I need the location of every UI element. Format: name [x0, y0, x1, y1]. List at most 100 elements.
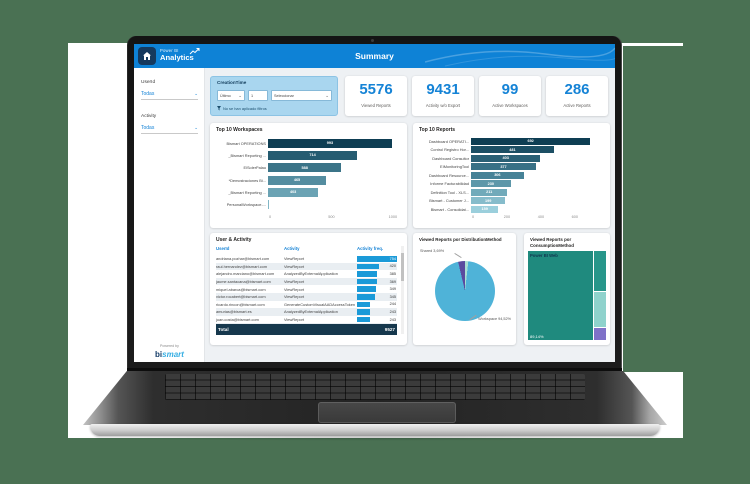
freq-value: 243 [389, 309, 396, 314]
filter-note: No se han aplicado filtros [217, 106, 267, 111]
cell-userid: jaume.santacana@bismart.com [216, 279, 271, 285]
treemap: Power BI Web 89,14% [528, 251, 606, 340]
cell-activity: AnalyzedByExternalApplication [284, 271, 338, 277]
table-row[interactable]: andriana.pozhar@bismart.com ViewReport 754 [216, 255, 397, 263]
treemap-block[interactable] [594, 292, 606, 327]
bar[interactable]: 159 [471, 205, 499, 213]
bar[interactable]: 403 [471, 154, 541, 162]
trend-icon [189, 48, 200, 55]
bar-value: 211 [486, 190, 493, 195]
axis-tick: 0 [268, 215, 272, 219]
bar-row: Control Registro Hor... 481 [419, 146, 602, 155]
home-icon[interactable] [138, 47, 156, 65]
pie-chart[interactable] [435, 261, 495, 321]
cell-activity-freq: 349 [357, 285, 397, 293]
userid-dropdown-value: Todas [141, 91, 155, 97]
bar[interactable]: 588 [268, 163, 342, 173]
bar[interactable]: 377 [471, 163, 536, 171]
filter-icon [217, 106, 221, 111]
bar-value: 692 [527, 139, 534, 144]
table-row[interactable]: juan.costa@bismart.com ViewReport 243 [216, 316, 397, 324]
card-title: Viewed Reports por ConsumptionMethod [530, 237, 574, 248]
bar-area: 692 [471, 137, 602, 145]
scrollbar[interactable] [401, 246, 404, 334]
bar[interactable]: 465 [268, 175, 326, 185]
column-header-activity-freq[interactable]: Activity freq. [357, 246, 384, 251]
bar-area: 465 [268, 175, 399, 185]
card-title: Top 10 Workspaces [216, 127, 263, 133]
bar[interactable]: 306 [471, 171, 524, 179]
bar-label: Bismart - Consolidat... [430, 206, 469, 212]
bismart-logo: bismart [155, 350, 184, 359]
consumption-method-card: Viewed Reports por ConsumptionMethod Pow… [524, 233, 610, 345]
keyboard [165, 374, 585, 400]
treemap-block[interactable] [594, 327, 606, 340]
bar-area: 588 [268, 163, 399, 173]
bar-label: Informe Facturabilidad [430, 181, 469, 187]
brand-analytics: Analytics [160, 53, 194, 62]
period-dropdown[interactable]: Último ⌄ [217, 90, 245, 101]
activity-dropdown-value: Todas [141, 125, 155, 131]
bar[interactable]: 692 [471, 137, 591, 145]
bar[interactable]: 211 [471, 188, 508, 196]
bar-label: EIMonitoringTool [440, 164, 469, 170]
cell-userid: raul.hernandez@bismart.com [216, 263, 268, 269]
table-row[interactable]: alejandro.marciano@bismart.com AnalyzedBy… [216, 270, 397, 278]
bar-value: 588 [301, 165, 308, 170]
leader-line [454, 252, 462, 259]
laptop-hinge [127, 368, 622, 372]
bar-row: EIMonitoringTool 377 [419, 163, 602, 172]
freq-bar [357, 271, 378, 277]
treemap-block[interactable] [594, 251, 606, 292]
table-row[interactable]: raul.hernandez@bismart.com ViewReport 420 [216, 262, 397, 271]
cell-userid: alejandro.marciano@bismart.com [216, 271, 275, 277]
bar[interactable]: 993 [268, 138, 392, 148]
bar[interactable]: 230 [471, 180, 511, 188]
bar-label: PersonalWorkspace-... [226, 202, 266, 208]
trackpad [318, 402, 456, 423]
cell-userid: victor.rocabert@bismart.com [216, 294, 266, 300]
freq-value: 385 [389, 271, 396, 276]
bar-label: Control Registro Hor... [430, 147, 470, 153]
bar-row: Bismart - Customer J... 199 [419, 197, 602, 206]
bar-label: Bismart - Customer J... [429, 198, 469, 204]
bar[interactable]: 403 [268, 187, 319, 197]
bar-row: Dashboard Consultor 403 [419, 154, 602, 163]
cell-activity-freq: 754 [357, 255, 397, 263]
sidebar: UserId Todas ⌄ Activity Todas ⌄ Powered … [134, 68, 205, 362]
table-row[interactable]: jaume.santacana@bismart.com ViewReport 369 [216, 277, 397, 286]
header-wave-decoration [425, 47, 615, 67]
column-header-activity[interactable]: Activity [284, 246, 300, 251]
freq-bar [357, 278, 377, 285]
scrollbar-thumb[interactable] [401, 253, 404, 282]
card-title: Viewed Reports por DistributionMethod [419, 237, 502, 242]
bar-label: Dashboard OPERATI... [428, 138, 469, 144]
period-input[interactable]: 1 [248, 90, 268, 101]
table-row[interactable]: amurias@bismart.es AnalyzedByExternalAppl… [216, 308, 397, 316]
table-row[interactable]: miquel.abarca@bismart.com ViewReport 349 [216, 285, 397, 293]
bar-area [268, 200, 399, 210]
axis-tick: 600 [571, 215, 578, 219]
bar[interactable]: 199 [471, 197, 506, 205]
kpi-value: 286 [564, 81, 590, 98]
table-row[interactable]: victor.rocabert@bismart.com ViewReport 345 [216, 292, 397, 301]
bar-row: Bismart - Consolidat... 159 [419, 205, 602, 214]
bar[interactable]: 481 [471, 146, 554, 154]
userid-dropdown[interactable]: Todas ⌄ [141, 89, 198, 100]
bar-area: 377 [471, 163, 602, 171]
column-header-userid[interactable]: UserId [216, 246, 230, 251]
axis-tick: 500 [328, 215, 335, 219]
treemap-block-main[interactable]: Power BI Web 89,14% [528, 251, 593, 340]
bar-area: 159 [471, 205, 602, 213]
cell-activity-freq: 244 [357, 301, 397, 309]
background-patch [623, 46, 750, 372]
bar[interactable] [268, 200, 269, 210]
bar[interactable]: 714 [268, 150, 358, 160]
activity-dropdown[interactable]: Todas ⌄ [141, 123, 198, 134]
table-row[interactable]: ricardo.rincon@bismart.com GenerateCustom… [216, 301, 397, 309]
bar-value: 159 [481, 207, 488, 212]
cell-activity-freq: 243 [357, 308, 397, 316]
total-label: Total [218, 327, 229, 332]
select-dropdown[interactable]: Seleccionar ⌄ [271, 90, 332, 101]
